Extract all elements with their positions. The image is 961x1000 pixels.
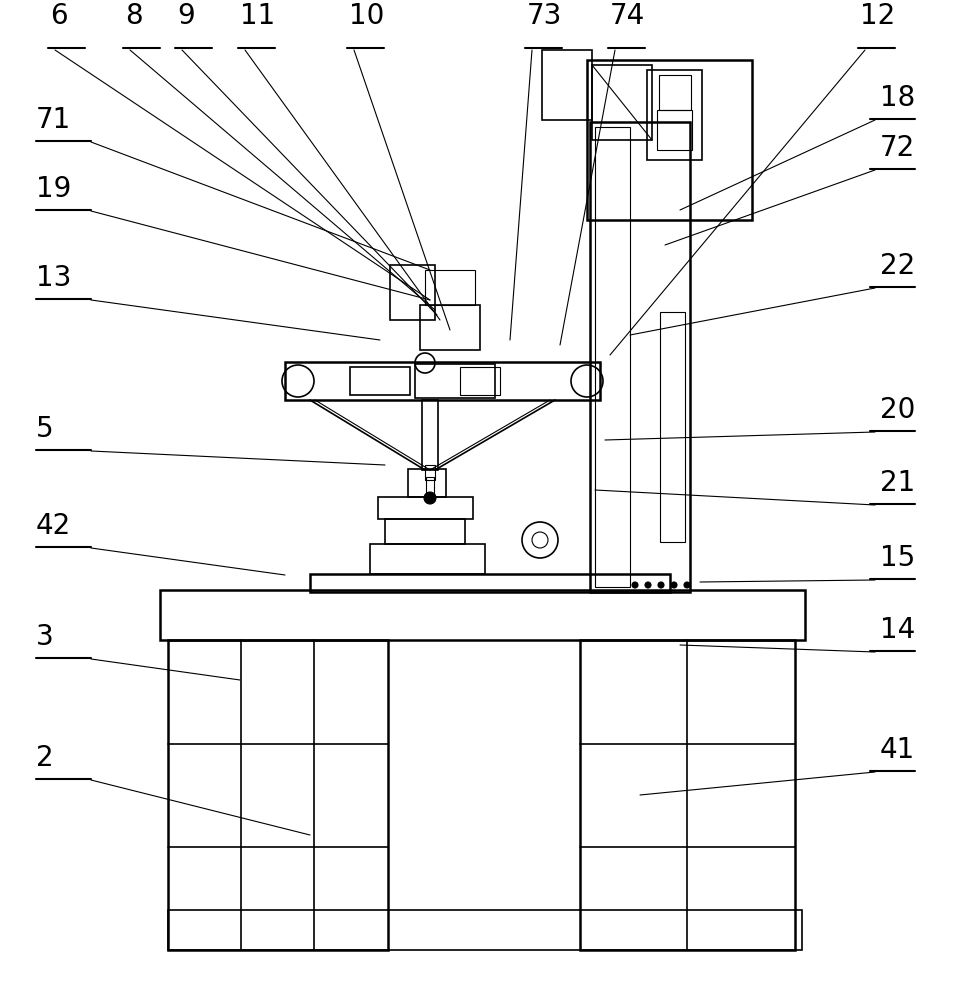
Bar [459,367,500,395]
Text: 11: 11 [239,2,275,30]
Text: 42: 42 [36,512,71,540]
Bar [659,312,684,542]
Bar [647,70,702,160]
Bar [425,270,475,305]
Bar [384,519,464,544]
Text: 3: 3 [36,623,54,651]
Circle shape [644,582,651,588]
Bar [591,65,652,140]
Bar [414,364,495,398]
Bar [168,640,387,950]
Text: 71: 71 [36,106,71,134]
Text: 22: 22 [879,252,914,280]
Text: 72: 72 [879,134,914,162]
Text: 74: 74 [609,2,645,30]
Text: 5: 5 [36,415,54,443]
Text: 73: 73 [527,2,562,30]
Text: 2: 2 [36,744,54,772]
Bar [422,400,437,470]
Bar [168,910,801,950]
Text: 13: 13 [36,264,71,292]
Bar [370,544,484,574]
Text: 41: 41 [879,736,914,764]
Bar [579,640,794,950]
Text: 19: 19 [36,175,71,203]
Bar [407,469,446,497]
Circle shape [671,582,677,588]
Bar [658,75,690,110]
Bar [589,122,689,592]
Bar [541,50,591,120]
Circle shape [657,582,663,588]
Circle shape [683,582,689,588]
Text: 14: 14 [879,616,914,644]
Bar [309,574,669,592]
Bar [426,477,433,495]
Circle shape [424,492,435,504]
Text: 6: 6 [50,2,67,30]
Bar [656,110,691,150]
Text: 10: 10 [349,2,384,30]
Text: 8: 8 [125,2,142,30]
Text: 21: 21 [879,469,914,497]
Text: 9: 9 [177,2,194,30]
Bar [595,127,629,587]
Text: 12: 12 [859,2,895,30]
Bar [350,367,409,395]
Text: 18: 18 [879,84,914,112]
Bar [160,590,804,640]
Bar [389,265,434,320]
Bar [586,60,752,220]
Bar [425,465,434,480]
Bar [420,305,480,350]
Bar [284,362,600,400]
Text: 20: 20 [879,396,915,424]
Bar [378,497,473,519]
Text: 15: 15 [879,544,914,572]
Circle shape [631,582,637,588]
